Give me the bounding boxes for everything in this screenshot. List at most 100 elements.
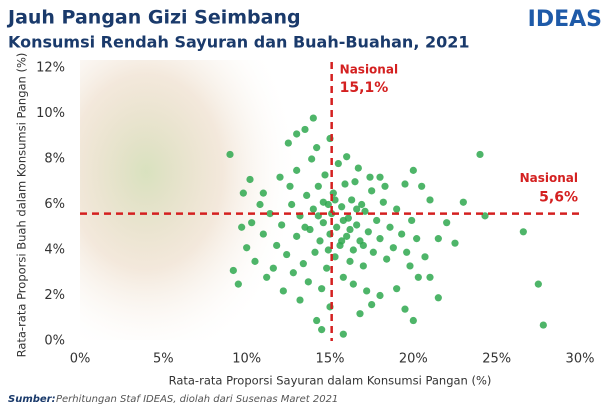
point (286, 182, 294, 190)
x-tick-label: 5% (153, 352, 174, 367)
point (434, 294, 442, 302)
point (418, 182, 426, 190)
point (283, 250, 291, 259)
point (338, 237, 346, 245)
point (251, 257, 259, 265)
point (356, 310, 364, 318)
point (229, 266, 237, 275)
point (369, 248, 377, 256)
point (359, 262, 367, 270)
y-axis-label: Rata-rata Proporsi Buah dalam Konsumsi P… (15, 53, 29, 358)
point (421, 253, 429, 261)
y-tick-label: 12% (36, 61, 65, 76)
point (349, 280, 357, 288)
source-label: Sumber: (8, 394, 56, 405)
point (278, 221, 286, 229)
point (359, 241, 367, 250)
point (341, 180, 349, 188)
point (259, 230, 267, 238)
chart-title: Jauh Pangan Gizi Seimbang (6, 7, 301, 29)
point (363, 287, 371, 295)
point (276, 173, 284, 181)
point (539, 321, 547, 329)
point (403, 248, 411, 256)
point (309, 205, 317, 213)
point (266, 210, 274, 218)
point (311, 248, 319, 256)
point (289, 269, 297, 277)
point (303, 191, 311, 199)
point (239, 189, 247, 197)
point (346, 257, 354, 265)
point (328, 210, 336, 218)
point (301, 125, 309, 134)
point (343, 153, 351, 161)
point (304, 278, 312, 286)
point (293, 166, 301, 174)
point (293, 130, 301, 138)
point (343, 232, 351, 240)
background-image (80, 60, 300, 340)
point (426, 273, 434, 281)
point (339, 216, 347, 225)
point (383, 255, 391, 263)
point (406, 262, 414, 270)
point (534, 280, 542, 288)
point (389, 244, 397, 252)
point (288, 200, 296, 209)
point (334, 159, 342, 168)
y-tick-label: 6% (44, 197, 65, 212)
y-tick-label: 8% (44, 152, 65, 167)
point (379, 198, 387, 206)
point (398, 230, 406, 238)
point (413, 235, 421, 243)
x-tick-label: 25% (482, 352, 511, 367)
y-tick-label: 4% (44, 243, 65, 258)
point (373, 216, 381, 225)
point (309, 114, 317, 122)
point (339, 273, 347, 281)
point (376, 291, 384, 300)
point (296, 296, 304, 304)
point (339, 330, 347, 338)
point (273, 241, 281, 250)
point (358, 200, 366, 209)
point (481, 212, 489, 220)
point (318, 285, 326, 293)
reference-label: Nasional (520, 171, 578, 185)
point (366, 173, 374, 181)
point (331, 196, 339, 204)
point (408, 216, 416, 225)
reference-value: 15,1% (340, 80, 389, 96)
point (284, 139, 292, 147)
point (299, 260, 307, 268)
point (409, 166, 417, 174)
y-tick-label: 10% (36, 106, 65, 121)
point (321, 171, 329, 179)
point (401, 305, 409, 313)
point (226, 150, 234, 159)
point (318, 326, 326, 334)
point (353, 221, 361, 229)
point (256, 200, 264, 209)
point (238, 223, 246, 231)
point (234, 280, 242, 288)
y-tick-label: 2% (44, 288, 65, 303)
point (349, 246, 357, 254)
point (381, 182, 389, 190)
point (361, 207, 369, 215)
point (314, 182, 322, 190)
point (323, 264, 331, 272)
point (476, 150, 484, 159)
point (293, 232, 301, 240)
point (319, 219, 327, 227)
reference-label: Nasional (340, 63, 398, 77)
point (246, 175, 254, 184)
x-tick-label: 15% (316, 352, 345, 367)
point (519, 228, 527, 236)
point (368, 187, 376, 195)
point (368, 301, 376, 309)
point (459, 198, 467, 206)
x-tick-label: 20% (399, 352, 428, 367)
